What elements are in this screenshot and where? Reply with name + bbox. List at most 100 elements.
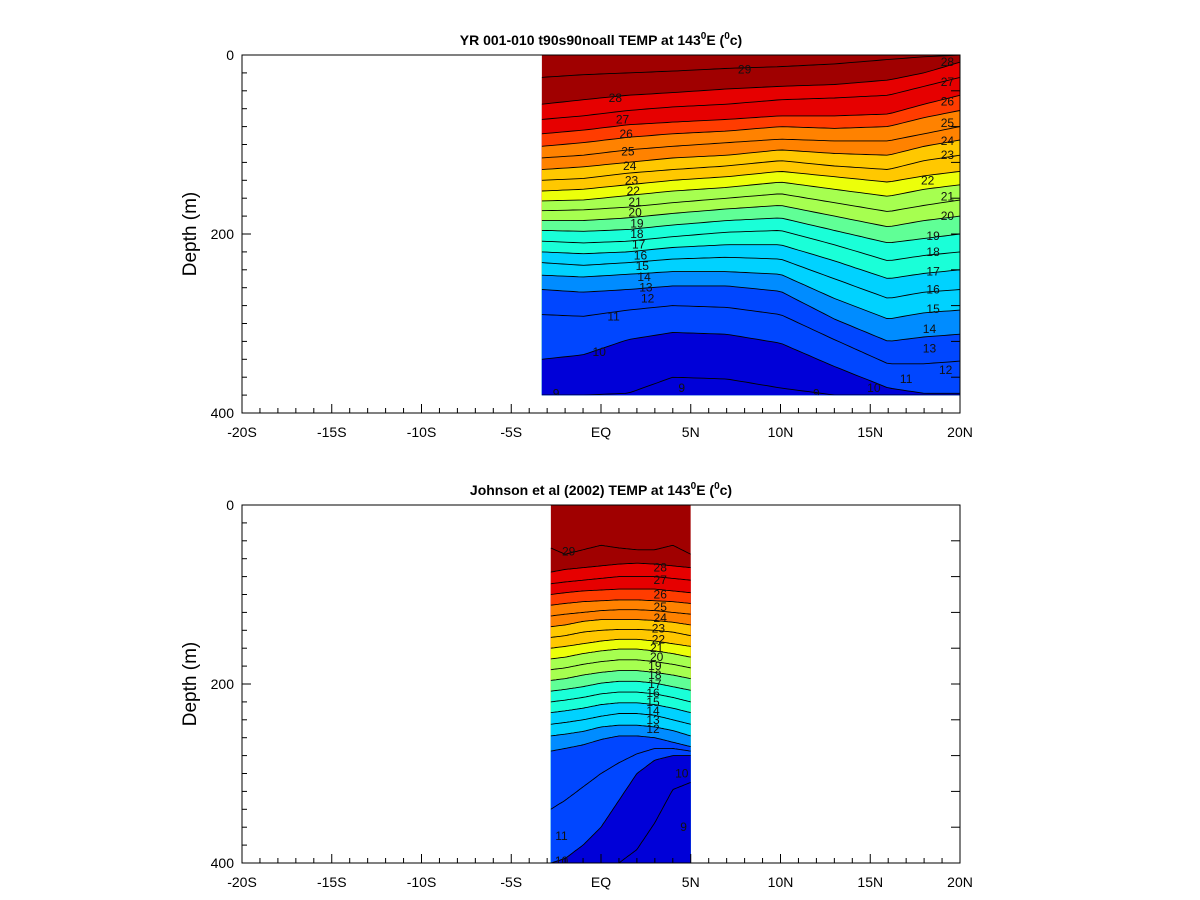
isotherm-line-16 — [550, 691, 691, 703]
contour-label: 19 — [926, 229, 940, 243]
isotherm-line-14 — [541, 256, 960, 299]
y-tick-label: 0 — [226, 47, 234, 63]
isotherm-line-19 — [541, 193, 960, 212]
contour-label: 26 — [941, 95, 955, 109]
isotherm-line-13 — [550, 724, 691, 737]
contour-label: 20 — [941, 209, 955, 223]
contour-label: 24 — [654, 611, 668, 625]
contour-label: 9 — [678, 381, 685, 395]
contour-label: 23 — [625, 173, 639, 187]
contour-label: 12 — [641, 291, 655, 305]
contour-label: 27 — [616, 112, 630, 126]
chart-title: YR 001-010 t90s90noall TEMP at 1430E (0c… — [460, 31, 742, 48]
y-axis-label: Depth (m) — [180, 642, 201, 726]
contour-label: 11 — [900, 372, 913, 386]
contour-label: 28 — [609, 91, 623, 105]
isotherm-line-13 — [541, 271, 960, 319]
y-tick-label: 400 — [211, 855, 235, 871]
contour-label: 9 — [680, 820, 687, 834]
contour-label: 13 — [646, 713, 660, 727]
isotherm-line-9 — [541, 376, 960, 396]
y-tick-label: 0 — [226, 497, 234, 513]
isotherm-line-20 — [541, 181, 960, 202]
x-tick-label: 15N — [857, 874, 883, 890]
isotherm-line-11 — [550, 747, 691, 810]
contour-label: 19 — [648, 659, 662, 673]
isotherm-line-15 — [550, 702, 691, 714]
title-part-title-sup2: 0 — [724, 31, 730, 42]
contour-label: 18 — [630, 227, 644, 241]
contour-label: 27 — [654, 573, 668, 587]
y-tick-label: 400 — [211, 405, 235, 421]
x-tick-label: -10S — [407, 874, 437, 890]
title-part-title-sup1: 0 — [691, 481, 697, 492]
x-tick-label: -5S — [500, 424, 522, 440]
isotherm-line-29 — [550, 544, 691, 555]
isotherm-line-20 — [550, 648, 691, 660]
contour-label: 22 — [652, 632, 666, 646]
y-axis-label: Depth (m) — [180, 192, 201, 276]
contour-label: 21 — [650, 641, 664, 655]
isotherm-line-10 — [550, 755, 691, 863]
contour-label: 10 — [867, 381, 881, 395]
x-tick-label: -20S — [227, 874, 257, 890]
contour-label: 11 — [555, 829, 568, 843]
title-part-title-mid: E ( — [706, 32, 724, 48]
isotherm-line-16 — [541, 230, 960, 261]
contour-label: 16 — [926, 282, 940, 296]
contour-label: 21 — [941, 189, 955, 203]
title-part-title-main: Johnson et al (2002) TEMP at 143 — [470, 482, 691, 498]
contour-label: 21 — [628, 195, 642, 209]
contour-label: 14 — [637, 270, 651, 284]
contour-label: 14 — [646, 704, 660, 718]
isotherm-line-27 — [550, 576, 691, 585]
title-part-title-sup1: 0 — [701, 31, 707, 42]
isotherm-line-17 — [550, 680, 691, 692]
isotherm-band-9 — [541, 377, 960, 396]
isotherm-line-25 — [550, 599, 691, 606]
x-tick-label: 5N — [682, 424, 700, 440]
contour-label: 18 — [648, 668, 662, 682]
contour-label: 17 — [926, 265, 940, 279]
y-tick-label: 200 — [211, 226, 235, 242]
contour-label: 12 — [939, 363, 953, 377]
x-tick-label: EQ — [591, 874, 611, 890]
contour-label: 29 — [562, 545, 576, 559]
contour-label: 10 — [555, 854, 569, 868]
contour-label: 17 — [648, 677, 662, 691]
isotherm-line-24 — [550, 609, 691, 617]
contour-label: 19 — [630, 216, 644, 230]
contour-label: 14 — [923, 322, 937, 336]
isotherm-line-26 — [541, 94, 960, 135]
title-part-title-main: YR 001-010 t90s90noall TEMP at 143 — [460, 32, 701, 48]
isotherm-line-23 — [550, 619, 691, 628]
x-tick-label: EQ — [591, 424, 611, 440]
isotherm-line-17 — [541, 217, 960, 244]
contour-label: 16 — [634, 248, 648, 262]
contour-label: 16 — [646, 686, 660, 700]
isotherm-line-15 — [541, 244, 960, 279]
isotherm-band-10 — [541, 332, 960, 396]
contour-label: 18 — [926, 245, 940, 259]
x-tick-label: 20N — [947, 424, 973, 440]
isotherm-line-18 — [541, 205, 960, 228]
contour-label: 22 — [627, 184, 641, 198]
isotherm-line-14 — [550, 713, 691, 725]
contour-label: 10 — [593, 345, 607, 359]
contour-label: 9 — [553, 386, 560, 400]
title-part-title-end: c) — [730, 32, 742, 48]
top-panel: 2928272625242322212019181716151413121110… — [180, 31, 973, 440]
isotherm-line-28 — [541, 61, 960, 105]
contour-label: 26 — [619, 127, 633, 141]
contour-label: 24 — [623, 159, 637, 173]
isotherm-line-24 — [541, 126, 960, 159]
isotherm-line-11 — [541, 305, 960, 365]
x-tick-label: 10N — [768, 424, 794, 440]
x-tick-label: 5N — [682, 874, 700, 890]
isotherm-line-22 — [550, 628, 691, 638]
x-tick-label: -15S — [317, 424, 347, 440]
isotherm-line-23 — [541, 139, 960, 171]
